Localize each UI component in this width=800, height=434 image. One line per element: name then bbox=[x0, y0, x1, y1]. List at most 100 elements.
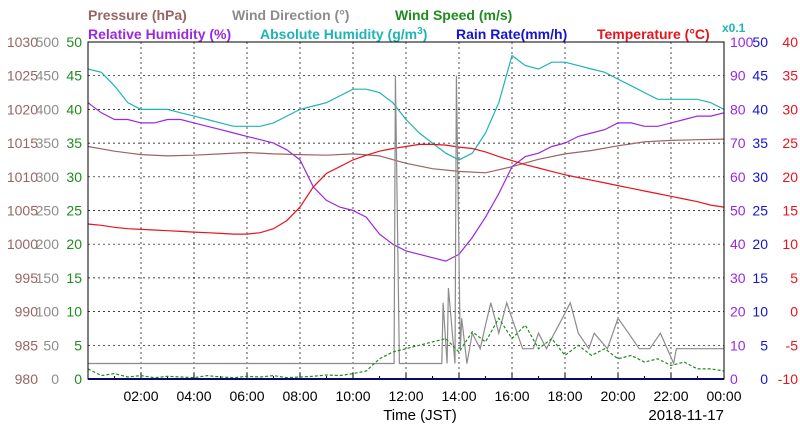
series-line-wind-direction bbox=[88, 75, 724, 366]
right-axes: 0102030405060708090100051015202530354045… bbox=[730, 34, 798, 387]
legend-temperature: Temperature (°C) bbox=[597, 26, 710, 42]
x-axis-label: Time (JST) bbox=[383, 407, 457, 424]
y-tick-label-pressure: 1025 bbox=[7, 68, 38, 84]
y-tick-label-pressure: 1030 bbox=[7, 34, 38, 50]
y-tick-label-wind-direction: 300 bbox=[36, 169, 60, 185]
y-tick-label-pressure: 1015 bbox=[7, 135, 38, 151]
y-tick-label-temperature: 25 bbox=[782, 135, 798, 151]
y-tick-label-wind-direction: 500 bbox=[36, 34, 60, 50]
y-tick-label-temperature: 5 bbox=[790, 270, 798, 286]
y-tick-label-temperature: 35 bbox=[782, 68, 798, 84]
y-tick-label-wind-direction: 100 bbox=[36, 304, 60, 320]
y-tick-label-pressure: 1000 bbox=[7, 236, 38, 252]
legend-absolute-humidity-end: ) bbox=[423, 26, 428, 42]
x-tick-label: 10:00 bbox=[335, 388, 370, 404]
y-tick-label-relative-humidity: 100 bbox=[730, 34, 754, 50]
x-axis-ticks: 02:00 04:00 06:00 08:00 10:00 12:00 14:00 16:00… bbox=[114, 373, 742, 404]
y-tick-label-temperature: 40 bbox=[782, 34, 798, 50]
legend-absolute-humidity: Absolute Humidity (g/m3) bbox=[260, 26, 427, 42]
y-tick-label-rain-rate: 10 bbox=[752, 304, 768, 320]
y-tick-label-wind-direction: 50 bbox=[43, 337, 59, 353]
y-tick-label-relative-humidity: 50 bbox=[730, 203, 746, 219]
y-tick-label-relative-humidity: 80 bbox=[730, 101, 746, 117]
x-tick-label: 12:00 bbox=[388, 388, 423, 404]
y-tick-label-wind-direction: 450 bbox=[36, 68, 60, 84]
y-tick-label-wind-speed: 5 bbox=[74, 337, 82, 353]
y-tick-label-wind-direction: 350 bbox=[36, 135, 60, 151]
y-tick-label-wind-speed: 0 bbox=[74, 371, 82, 387]
y-tick-label-temperature: 30 bbox=[782, 101, 798, 117]
y-tick-label-rain-rate: 25 bbox=[752, 203, 768, 219]
x-tick-label: 08:00 bbox=[282, 388, 317, 404]
y-tick-label-wind-direction: 250 bbox=[36, 203, 60, 219]
y-tick-label-pressure: 995 bbox=[15, 270, 39, 286]
legend-relative-humidity: Relative Humidity (%) bbox=[88, 26, 231, 42]
y-tick-label-wind-speed: 50 bbox=[66, 34, 82, 50]
x-tick-label: 20:00 bbox=[600, 388, 635, 404]
y-tick-label-rain-rate: 45 bbox=[752, 68, 768, 84]
y-tick-label-relative-humidity: 70 bbox=[730, 135, 746, 151]
y-tick-label-relative-humidity: 40 bbox=[730, 236, 746, 252]
y-tick-label-wind-speed: 30 bbox=[66, 169, 82, 185]
y-tick-label-rain-rate: 30 bbox=[752, 169, 768, 185]
y-tick-label-wind-speed: 40 bbox=[66, 101, 82, 117]
y-tick-label-wind-speed: 15 bbox=[66, 270, 82, 286]
legend-rain-rate: Rain Rate(mm/h) bbox=[456, 26, 567, 42]
y-tick-label-pressure: 1020 bbox=[7, 101, 38, 117]
y-tick-label-wind-speed: 25 bbox=[66, 203, 82, 219]
chart-date: 2018-11-17 bbox=[648, 407, 724, 424]
y-tick-label-rain-rate: 40 bbox=[752, 101, 768, 117]
x-tick-label: 18:00 bbox=[547, 388, 582, 404]
y-tick-label-wind-speed: 20 bbox=[66, 236, 82, 252]
y-tick-label-wind-speed: 45 bbox=[66, 68, 82, 84]
grid bbox=[88, 42, 724, 379]
y-tick-label-pressure: 980 bbox=[15, 371, 39, 387]
left-axes: 9809859909951000100510101015102010251030… bbox=[7, 34, 82, 387]
y-tick-label-pressure: 1010 bbox=[7, 169, 38, 185]
y-tick-label-temperature: 15 bbox=[782, 203, 798, 219]
y-tick-label-pressure: 985 bbox=[15, 337, 39, 353]
y-tick-label-rain-rate: 50 bbox=[752, 34, 768, 50]
y-tick-label-rain-rate: 15 bbox=[752, 270, 768, 286]
legend-absolute-humidity-sup: 3 bbox=[417, 26, 423, 37]
y-tick-label-relative-humidity: 60 bbox=[730, 169, 746, 185]
legend-pressure: Pressure (hPa) bbox=[88, 7, 187, 23]
legend-wind-speed: Wind Speed (m/s) bbox=[395, 7, 512, 23]
y-tick-label-temperature: 0 bbox=[790, 304, 798, 320]
y-tick-label-rain-rate: 0 bbox=[760, 371, 768, 387]
y-tick-label-temperature: 10 bbox=[782, 236, 798, 252]
y-tick-label-temperature: 20 bbox=[782, 169, 798, 185]
legend-absolute-humidity-scale: x0.1 bbox=[722, 21, 746, 35]
y-tick-label-wind-direction: 200 bbox=[36, 236, 60, 252]
series-line-relative-humidity bbox=[87, 102, 725, 262]
y-tick-label-relative-humidity: 30 bbox=[730, 270, 746, 286]
y-tick-label-wind-speed: 35 bbox=[66, 135, 82, 151]
y-tick-label-rain-rate: 5 bbox=[760, 337, 768, 353]
y-tick-label-wind-direction: 150 bbox=[36, 270, 60, 286]
y-tick-label-wind-direction: 400 bbox=[36, 101, 60, 117]
y-tick-label-rain-rate: 20 bbox=[752, 236, 768, 252]
x-tick-label: 00:00 bbox=[706, 388, 741, 404]
y-tick-label-relative-humidity: 20 bbox=[730, 304, 746, 320]
y-tick-label-relative-humidity: 0 bbox=[730, 371, 738, 387]
series-line-pressure bbox=[87, 138, 725, 174]
y-tick-label-temperature: -5 bbox=[786, 337, 799, 353]
series-line-temperature bbox=[87, 143, 725, 235]
series-line-relative-humidity bbox=[87, 54, 725, 161]
x-tick-label: 22:00 bbox=[653, 388, 688, 404]
y-tick-label-relative-humidity: 90 bbox=[730, 68, 746, 84]
x-tick-label: 14:00 bbox=[441, 388, 476, 404]
legend-absolute-humidity-main: Absolute Humidity (g/m bbox=[260, 26, 417, 42]
y-tick-label-pressure: 1005 bbox=[7, 203, 38, 219]
y-tick-label-wind-direction: 0 bbox=[51, 371, 59, 387]
legend-wind-direction: Wind Direction (°) bbox=[232, 7, 349, 23]
plot-frame bbox=[87, 41, 725, 380]
y-tick-label-rain-rate: 35 bbox=[752, 135, 768, 151]
y-tick-label-relative-humidity: 10 bbox=[730, 337, 746, 353]
x-tick-label: 02:00 bbox=[123, 388, 158, 404]
y-tick-label-temperature: -10 bbox=[778, 371, 798, 387]
y-tick-label-pressure: 990 bbox=[15, 304, 39, 320]
y-tick-label-wind-speed: 10 bbox=[66, 304, 82, 320]
x-tick-label: 06:00 bbox=[229, 388, 264, 404]
